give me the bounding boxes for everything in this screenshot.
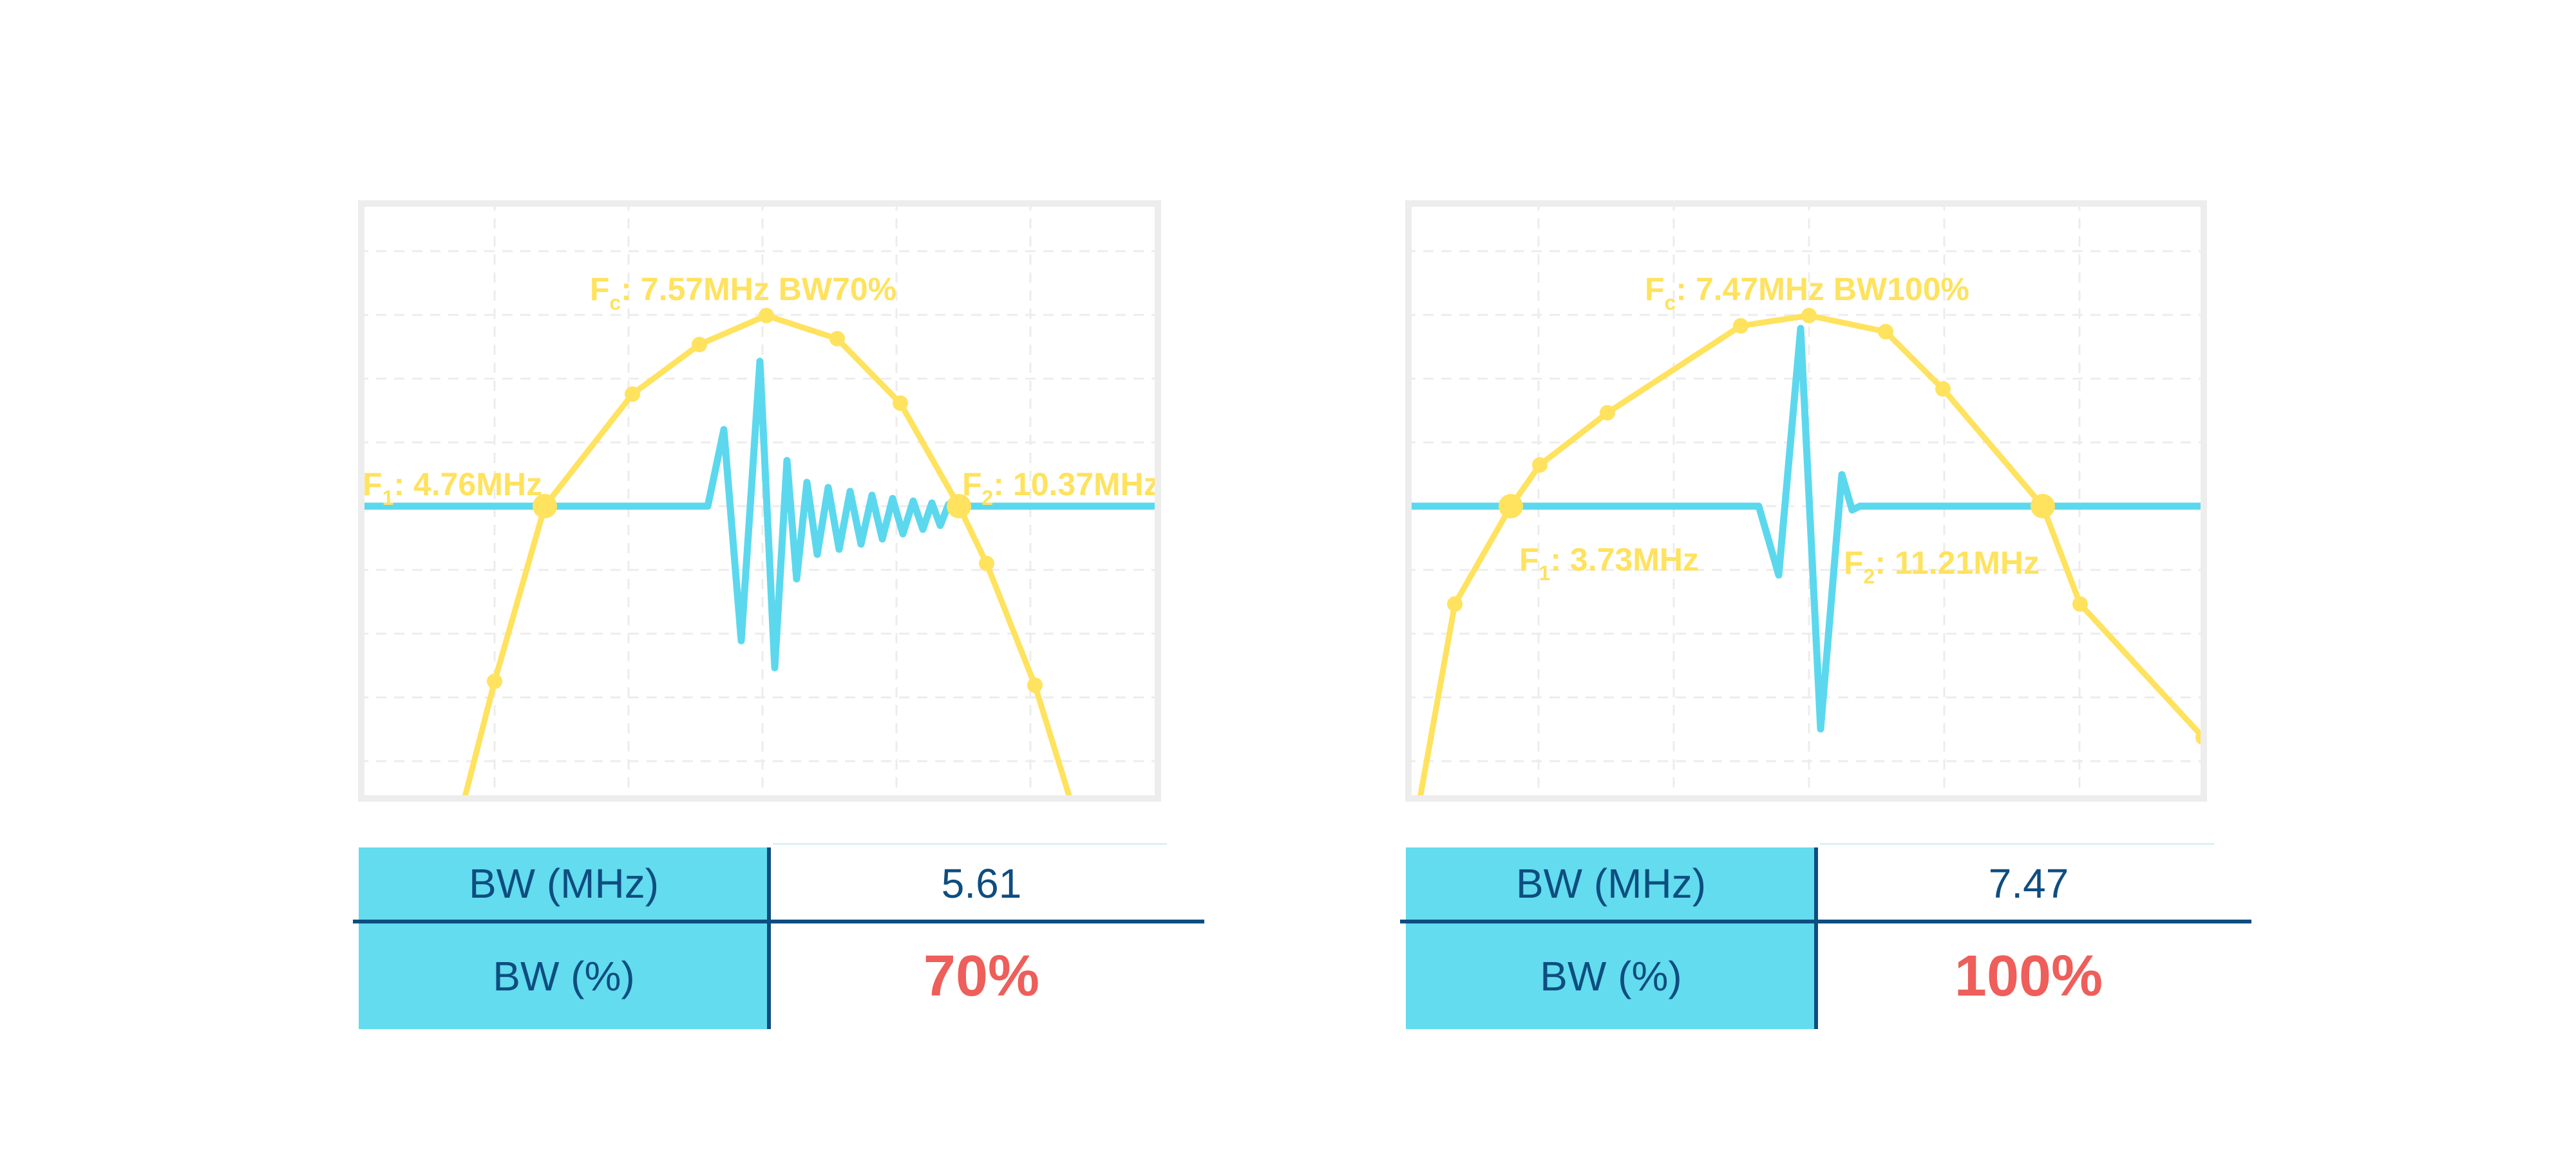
data-point-marker (979, 556, 994, 571)
pulse-waveform-line (358, 357, 1161, 672)
data-point-marker (1447, 596, 1463, 612)
annotation-f1: F1: 4.76MHz (363, 466, 542, 509)
annotation-fc: Fc: 7.47MHz BW100% (1645, 271, 1969, 314)
bandwidth-edge-marker (2031, 494, 2055, 518)
data-point-marker (893, 395, 908, 411)
data-point-marker (1935, 381, 1951, 397)
spectrum-panel-left: Fc: 7.57MHz BW70% F1: 4.76MHz F2: 10.37MHz (358, 200, 1161, 802)
spectrum-curve-line (1416, 312, 2206, 802)
data-point-marker (1878, 324, 1893, 339)
table-column-divider (1814, 847, 1818, 1029)
data-point-marker (692, 337, 707, 352)
data-point-marker (1532, 457, 1548, 473)
bw-pct-value: 70% (923, 943, 1040, 1008)
bw-pct-label: BW (%) (1540, 953, 1682, 999)
data-point-marker (1027, 677, 1043, 693)
plot-frame (1405, 200, 2207, 802)
data-point-marker (759, 308, 774, 323)
bw-mhz-label: BW (MHz) (468, 860, 659, 907)
bw-pct-value: 100% (1954, 943, 2103, 1008)
annotation-f1: F1: 3.73MHz (1519, 542, 1699, 585)
bw-table-left: BW (MHz) 5.61 BW (%) 70% (353, 837, 1204, 1037)
data-point-marker (2072, 596, 2088, 612)
data-point-marker (487, 674, 502, 689)
spectrum-curve-line (460, 312, 1074, 802)
spectrum-panel-right: Fc: 7.47MHz BW100% F1: 3.73MHz F2: 11.21MH… (1405, 200, 2207, 802)
annotation-fc: Fc: 7.57MHz BW70% (590, 271, 896, 314)
table-top-divider (773, 843, 1167, 845)
data-point-marker (1733, 318, 1748, 334)
data-point-marker (1600, 405, 1615, 421)
data-point-marker (1801, 308, 1817, 323)
table-row-divider (353, 920, 1204, 923)
table-header-column (359, 847, 769, 1029)
plot-frame (358, 200, 1161, 802)
table-row-divider (1400, 920, 2251, 923)
data-point-marker (625, 386, 640, 402)
bw-table-right: BW (MHz) 7.47 BW (%) 100% (1400, 837, 2251, 1037)
annotation-f2: F2: 11.21MHz (1844, 545, 2040, 588)
bandwidth-edge-marker (947, 494, 971, 518)
bw-mhz-value: 5.61 (941, 860, 1022, 907)
pulse-waveform-line (1405, 325, 2207, 733)
table-top-divider (1820, 843, 2214, 845)
bandwidth-edge-marker (533, 494, 557, 518)
bw-mhz-value: 7.47 (1988, 860, 2069, 907)
data-point-marker (829, 331, 845, 346)
table-column-divider (767, 847, 771, 1029)
annotation-f2: F2: 10.37MHz (962, 466, 1160, 509)
bw-mhz-label: BW (MHz) (1515, 860, 1707, 907)
bandwidth-edge-marker (1499, 494, 1523, 518)
bw-pct-label: BW (%) (493, 953, 635, 999)
table-header-column (1406, 847, 1816, 1029)
